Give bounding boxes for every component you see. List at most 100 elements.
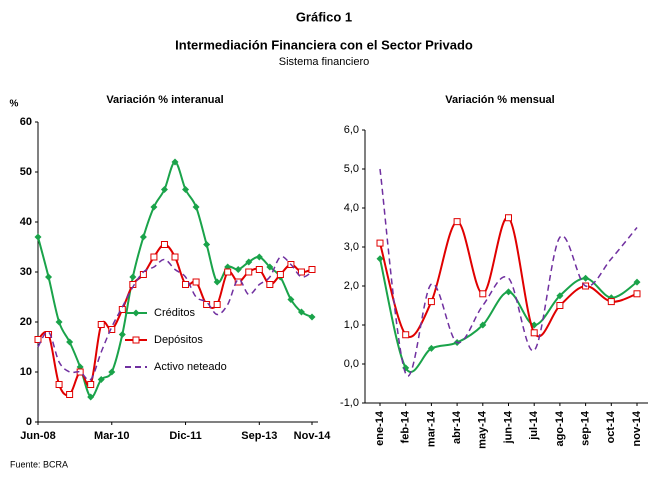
point bbox=[376, 239, 384, 247]
x-tick-label: abr-14 bbox=[451, 410, 463, 444]
point bbox=[213, 278, 221, 286]
x-tick-label: oct-14 bbox=[605, 410, 617, 443]
point bbox=[34, 336, 42, 343]
point bbox=[34, 233, 42, 241]
point bbox=[182, 186, 190, 193]
point bbox=[556, 302, 564, 309]
y-tick-label: -1,0 bbox=[340, 397, 359, 409]
point bbox=[224, 268, 232, 276]
x-tick-label: feb-14 bbox=[400, 410, 412, 443]
figure-subtitle: Intermediación Financiera con el Sector … bbox=[175, 37, 473, 52]
point bbox=[171, 253, 179, 261]
point bbox=[479, 290, 487, 298]
y-tick-label: 0,0 bbox=[344, 358, 359, 370]
point bbox=[479, 321, 487, 329]
point bbox=[182, 281, 190, 288]
legend-label: Créditos bbox=[154, 307, 195, 319]
point bbox=[607, 298, 615, 306]
point bbox=[150, 253, 158, 261]
point bbox=[255, 266, 263, 273]
point bbox=[45, 273, 53, 281]
point bbox=[55, 318, 63, 326]
point bbox=[118, 331, 126, 338]
point bbox=[505, 288, 512, 296]
point bbox=[453, 218, 461, 226]
point bbox=[530, 329, 538, 337]
x-tick-label: may-14 bbox=[477, 410, 489, 449]
point bbox=[255, 253, 263, 261]
y-tick-label: 3,0 bbox=[344, 241, 359, 253]
point bbox=[633, 278, 641, 286]
point bbox=[160, 186, 168, 193]
source-note: Fuente: BCRA bbox=[10, 459, 68, 469]
point bbox=[582, 274, 590, 282]
point bbox=[308, 266, 316, 273]
figure-caption: Sistema financiero bbox=[279, 56, 370, 68]
x-tick-label: ene-14 bbox=[374, 410, 386, 446]
point bbox=[213, 301, 221, 308]
y-tick-label: 60 bbox=[20, 116, 32, 128]
point bbox=[192, 278, 200, 286]
y-tick-label: 20 bbox=[20, 316, 32, 328]
legend-label: Depósitos bbox=[154, 334, 203, 346]
series-line bbox=[37, 255, 313, 381]
point bbox=[297, 308, 305, 316]
point bbox=[66, 338, 74, 346]
point bbox=[234, 266, 242, 273]
point bbox=[150, 203, 158, 211]
point bbox=[55, 381, 63, 388]
chart-title: Variación % mensual bbox=[445, 94, 554, 106]
y-tick-label: 30 bbox=[20, 266, 32, 278]
x-tick-label: sep-14 bbox=[580, 410, 592, 446]
point bbox=[192, 203, 200, 211]
point bbox=[287, 296, 295, 303]
point bbox=[376, 255, 384, 263]
x-tick-label: Mar-10 bbox=[94, 430, 129, 442]
point bbox=[139, 233, 147, 241]
point bbox=[245, 268, 253, 276]
point bbox=[633, 290, 641, 298]
x-tick-label: jun-14 bbox=[502, 410, 514, 444]
point bbox=[427, 298, 435, 306]
point bbox=[108, 326, 116, 333]
x-tick-label: Jun-08 bbox=[20, 430, 55, 442]
x-tick-label: nov-14 bbox=[631, 410, 643, 446]
point bbox=[160, 241, 168, 248]
y-tick-label: 6,0 bbox=[344, 124, 359, 136]
x-tick-label: ago-14 bbox=[554, 410, 566, 446]
point bbox=[45, 331, 53, 338]
legend-marker bbox=[132, 336, 140, 344]
point bbox=[297, 268, 305, 276]
x-tick-label: Nov-14 bbox=[294, 430, 332, 442]
y-axis-label: % bbox=[10, 99, 19, 110]
x-tick-label: Dic-11 bbox=[169, 430, 201, 442]
y-tick-label: 40 bbox=[20, 216, 32, 228]
series-line bbox=[379, 258, 638, 373]
point bbox=[87, 381, 95, 388]
point bbox=[556, 292, 564, 300]
point bbox=[97, 376, 105, 383]
point bbox=[171, 158, 179, 166]
point bbox=[87, 393, 95, 401]
y-tick-label: 10 bbox=[20, 366, 32, 378]
y-tick-label: 0 bbox=[26, 416, 32, 428]
y-tick-label: 2,0 bbox=[344, 280, 359, 292]
y-tick-label: 1,0 bbox=[344, 319, 359, 331]
x-tick-label: jul-14 bbox=[528, 410, 540, 441]
x-tick-label: Sep-13 bbox=[241, 430, 277, 442]
y-tick-label: 4,0 bbox=[344, 202, 359, 214]
figure-title: Gráfico 1 bbox=[296, 9, 352, 24]
point bbox=[266, 263, 274, 271]
chart-title: Variación % interanual bbox=[106, 94, 223, 106]
legend-marker bbox=[132, 309, 140, 317]
point bbox=[308, 313, 316, 321]
point bbox=[129, 273, 137, 281]
point bbox=[276, 271, 284, 278]
point bbox=[97, 321, 105, 328]
y-tick-label: 5,0 bbox=[344, 163, 359, 175]
point bbox=[427, 344, 435, 352]
point bbox=[505, 214, 512, 222]
point bbox=[203, 241, 211, 248]
y-tick-label: 50 bbox=[20, 166, 32, 178]
